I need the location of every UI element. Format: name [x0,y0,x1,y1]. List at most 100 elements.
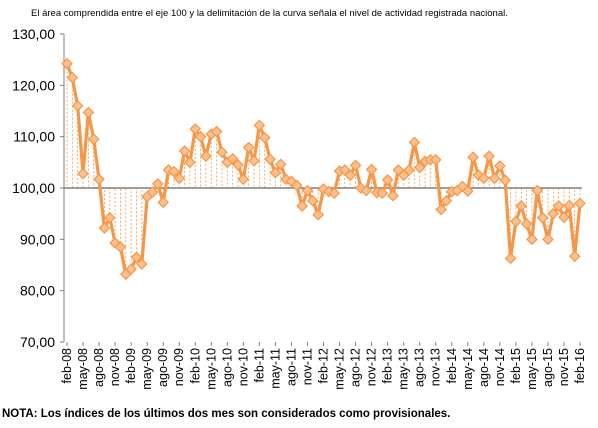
x-tick-label: feb-11 [252,348,266,383]
data-point [510,215,522,228]
y-tick-label: 80,00 [20,283,55,299]
data-point [381,173,394,186]
x-tick-label: feb-08 [60,348,74,383]
x-tick-label: may-09 [140,348,154,390]
x-tick-label: ago-14 [477,348,491,387]
data-point [114,241,127,253]
data-point [82,106,95,119]
data-point [413,161,426,174]
data-point [483,150,496,163]
x-tick-label: may-14 [461,348,475,390]
x-tick-label: ago-13 [413,348,427,387]
data-point [210,125,223,138]
data-point [237,173,250,186]
data-point [435,203,447,216]
data-point [499,174,512,187]
data-point [488,172,501,185]
x-tick-label: ago-15 [541,348,555,387]
data-point [103,211,116,224]
data-point [408,136,421,149]
data-point [296,200,308,212]
series-polyline [65,63,582,276]
data-point [178,145,191,157]
x-tick-label: ago-08 [92,348,106,387]
data-point [360,184,373,197]
data-point [493,160,506,172]
x-axis: feb-08 may-08 ago-08 nov-08 feb-09 may-09 ago-… [60,342,587,390]
data-point [242,141,255,154]
data-point [574,197,586,210]
x-tick-label: may-11 [268,348,282,389]
data-point [274,158,287,171]
data-point [376,187,389,199]
data-point [66,71,79,84]
x-tick-label: feb-13 [381,348,395,383]
x-tick-label: may-10 [204,348,218,390]
data-point [173,172,186,185]
data-point [440,194,453,207]
data-point [253,119,266,132]
data-point [135,258,148,270]
y-axis: 70,00 80,00 90,00 100,00 110,00 120,00 130,00 [12,26,65,350]
x-tick-label: nov-08 [108,348,122,386]
series-line [65,63,582,276]
data-point [146,186,159,198]
data-point [531,184,544,197]
data-point [542,233,554,246]
data-point [312,208,325,221]
x-tick-label: ago-09 [156,348,170,387]
data-point [200,150,212,163]
data-point [125,263,137,275]
data-point [264,153,276,166]
data-point [71,100,84,112]
data-point [477,172,490,185]
data-point [258,131,271,144]
data-point [232,159,244,171]
x-tick-label: nov-13 [429,348,443,386]
x-tick-label: nov-09 [172,348,186,386]
footnote: NOTA: Los índices de los últimos dos mes… [2,408,451,420]
x-tick-label: feb-09 [124,348,138,383]
x-tick-label: feb-14 [445,348,459,383]
data-points [61,57,586,281]
data-point [98,222,111,234]
x-tick-label: nov-10 [236,348,250,386]
data-point [547,207,560,220]
y-tick-label: 120,00 [12,77,55,93]
data-point [467,151,479,164]
data-point [151,178,164,190]
data-point [563,199,576,212]
data-point [461,185,474,197]
data-point [168,165,180,178]
data-point [515,200,528,212]
data-point [429,153,442,166]
y-tick-label: 90,00 [20,231,55,247]
x-tick-label: may-12 [333,348,347,390]
x-tick-label: may-08 [76,348,90,390]
data-point [504,252,517,265]
x-tick-label: ago-10 [220,348,234,387]
x-tick-label: nov-11 [300,348,314,385]
x-tick-label: nov-12 [365,348,379,386]
x-tick-label: ago-12 [349,348,363,387]
data-point [189,123,202,135]
x-tick-label: ago-11 [284,348,298,386]
y-tick-label: 110,00 [13,129,55,145]
data-point [216,146,228,158]
data-point [130,251,143,264]
data-point [558,211,570,224]
chart-subtitle: El área comprendida entre el eje 100 y l… [31,8,508,19]
x-tick-label: feb-16 [573,348,587,383]
data-point [520,218,533,230]
x-tick-label: may-13 [397,348,411,390]
data-point [365,163,378,176]
data-point [552,200,565,212]
data-point [194,130,207,143]
data-point [387,189,399,202]
data-point [328,187,341,199]
data-point [248,154,260,167]
data-point [344,169,357,182]
data-point [77,167,89,180]
data-point [93,173,105,186]
